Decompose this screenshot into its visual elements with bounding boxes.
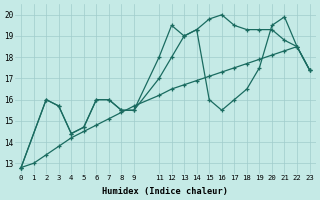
X-axis label: Humidex (Indice chaleur): Humidex (Indice chaleur) [102, 187, 228, 196]
